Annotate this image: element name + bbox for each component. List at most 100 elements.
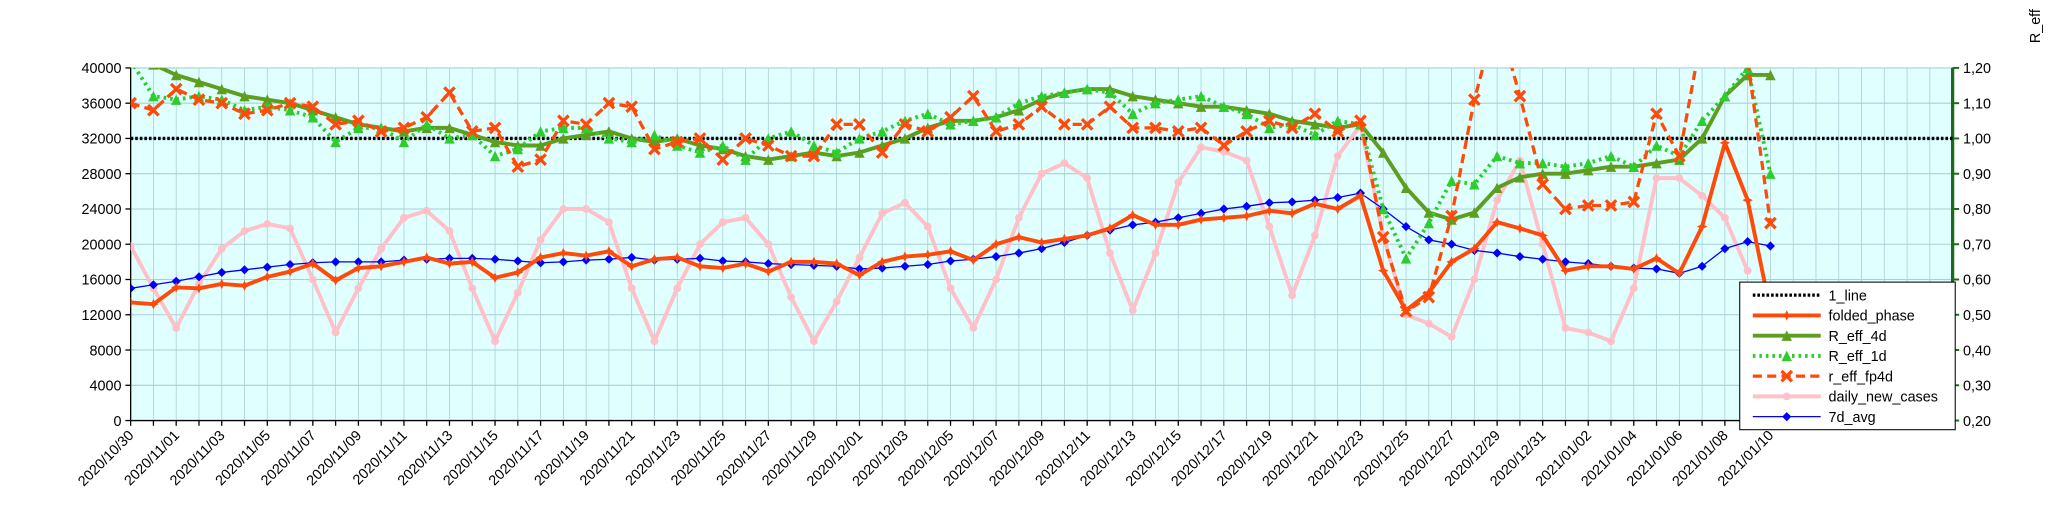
- marker: [627, 284, 636, 293]
- y-tick-label: 32000: [82, 132, 122, 148]
- marker: [1104, 87, 1116, 98]
- marker: [1378, 203, 1389, 215]
- marker: [398, 136, 410, 148]
- legend-label: r_eff_fp4d: [1829, 369, 1893, 385]
- marker: [1698, 191, 1707, 200]
- marker: [1445, 209, 1458, 223]
- marker: [1242, 156, 1251, 165]
- marker: [580, 129, 592, 141]
- marker: [239, 280, 250, 291]
- marker: [1537, 157, 1548, 169]
- marker: [1174, 178, 1183, 187]
- marker: [878, 209, 887, 218]
- marker: [1332, 203, 1343, 215]
- marker: [511, 160, 525, 174]
- marker: [716, 153, 730, 166]
- marker: [672, 140, 683, 151]
- marker: [921, 125, 935, 138]
- marker: [808, 140, 820, 151]
- marker: [1081, 83, 1093, 95]
- marker: [1264, 198, 1274, 208]
- marker: [1447, 239, 1457, 249]
- marker: [1103, 100, 1117, 114]
- marker: [1470, 275, 1479, 284]
- marker: [764, 240, 773, 249]
- marker: [1194, 121, 1208, 135]
- marker: [284, 266, 296, 277]
- marker: [1469, 179, 1480, 190]
- marker: [740, 154, 751, 165]
- marker: [421, 252, 432, 263]
- marker: [1081, 230, 1093, 241]
- marker: [696, 240, 704, 249]
- marker: [717, 140, 729, 151]
- marker: [854, 264, 865, 274]
- marker: [1240, 125, 1253, 138]
- marker: [855, 253, 864, 262]
- marker: [1126, 121, 1140, 135]
- marker: [1513, 89, 1527, 103]
- marker: [1446, 175, 1457, 186]
- marker: [694, 140, 706, 151]
- marker: [740, 258, 751, 269]
- marker: [1651, 140, 1662, 151]
- marker: [670, 135, 684, 149]
- marker: [1782, 412, 1792, 422]
- marker: [1401, 222, 1411, 232]
- marker: [1173, 219, 1184, 231]
- marker: [626, 261, 637, 272]
- marker: [627, 252, 637, 263]
- marker: [1423, 217, 1435, 229]
- marker: [306, 100, 320, 114]
- marker: [604, 218, 613, 227]
- marker: [443, 86, 456, 99]
- y-tick-label: 20000: [82, 237, 122, 253]
- marker: [1242, 201, 1252, 211]
- marker: [923, 222, 932, 231]
- marker: [1467, 93, 1481, 107]
- marker: [374, 125, 388, 138]
- y2-tick-label: 0,50: [1963, 308, 1991, 324]
- marker: [1781, 350, 1792, 362]
- marker: [238, 107, 251, 121]
- marker: [1584, 328, 1593, 337]
- marker: [831, 147, 842, 158]
- marker: [1720, 213, 1729, 222]
- marker: [1627, 195, 1641, 209]
- marker: [785, 126, 797, 137]
- marker: [854, 147, 865, 158]
- marker: [830, 117, 844, 131]
- marker: [1469, 243, 1480, 254]
- marker: [1650, 107, 1663, 121]
- y2-tick-label: 0,20: [1963, 414, 1991, 430]
- marker: [649, 129, 660, 141]
- marker: [1151, 249, 1160, 257]
- marker: [148, 280, 158, 290]
- series-line: [130, 123, 1750, 344]
- marker: [1447, 332, 1456, 341]
- marker: [444, 258, 455, 269]
- marker: [354, 284, 363, 293]
- marker: [397, 121, 411, 135]
- marker: [876, 256, 888, 268]
- marker: [512, 143, 524, 155]
- marker: [1080, 117, 1094, 131]
- marker: [1629, 284, 1638, 293]
- marker: [923, 259, 933, 270]
- marker: [1333, 152, 1342, 160]
- marker: [1012, 117, 1026, 131]
- marker: [1696, 115, 1708, 127]
- marker: [694, 261, 706, 272]
- marker: [193, 283, 205, 294]
- marker: [331, 328, 340, 337]
- marker: [1127, 108, 1138, 119]
- marker: [286, 224, 294, 233]
- marker: [1060, 159, 1069, 168]
- marker: [1058, 117, 1071, 131]
- marker: [992, 275, 1001, 284]
- marker: [875, 146, 889, 159]
- marker: [1354, 114, 1367, 128]
- marker: [945, 119, 956, 130]
- marker: [1195, 90, 1207, 102]
